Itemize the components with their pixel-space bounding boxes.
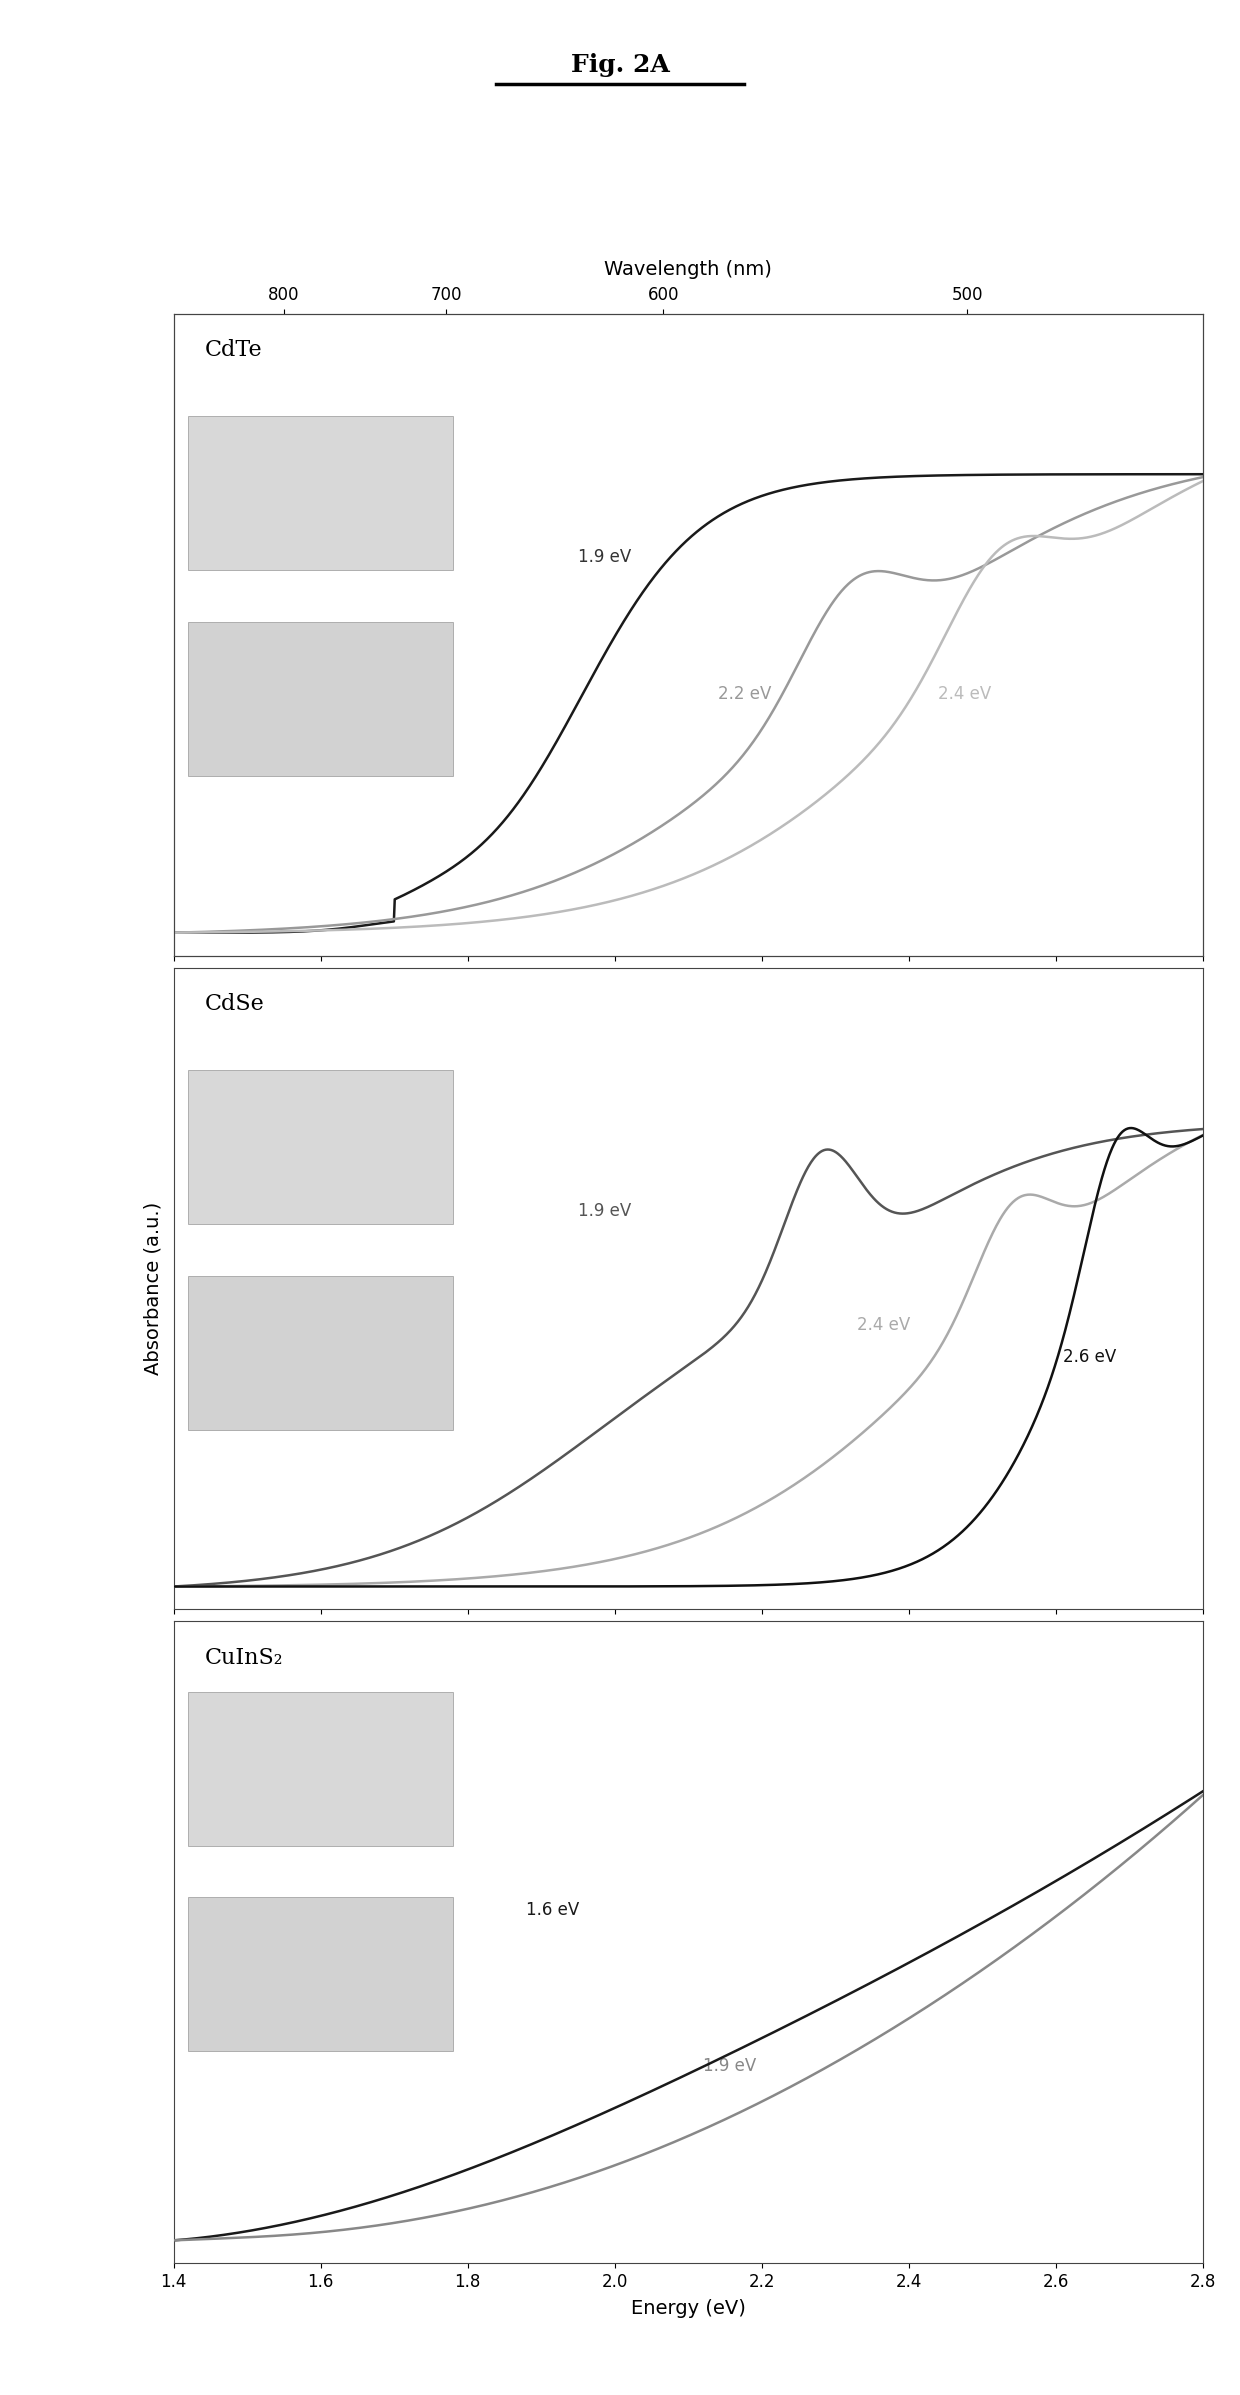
Text: Fig. 2A: Fig. 2A [570, 53, 670, 77]
Text: 2.4 eV: 2.4 eV [857, 1317, 910, 1334]
Text: CdSe: CdSe [205, 994, 264, 1015]
Bar [188, 417, 453, 570]
Bar [188, 1897, 453, 2053]
Text: CuInS₂: CuInS₂ [205, 1648, 283, 1669]
Y-axis label: Absorbance (a.u.): Absorbance (a.u.) [144, 1202, 162, 1375]
X-axis label: Energy (eV): Energy (eV) [631, 2299, 745, 2318]
X-axis label: Wavelength (nm): Wavelength (nm) [604, 261, 773, 278]
Bar [188, 1691, 453, 1847]
Bar [188, 1071, 453, 1224]
Text: CdTe: CdTe [205, 340, 262, 362]
Text: 1.6 eV: 1.6 eV [527, 1902, 580, 1918]
Text: 1.9 eV: 1.9 eV [578, 1202, 631, 1219]
Bar [188, 1277, 453, 1430]
Bar [188, 623, 453, 776]
Text: 2.6 eV: 2.6 eV [1063, 1348, 1116, 1365]
Text: 2.4 eV: 2.4 eV [939, 685, 992, 704]
Text: 1.9 eV: 1.9 eV [578, 548, 631, 565]
Text: 2.2 eV: 2.2 eV [718, 685, 771, 704]
Text: 1.9 eV: 1.9 eV [703, 2057, 756, 2074]
